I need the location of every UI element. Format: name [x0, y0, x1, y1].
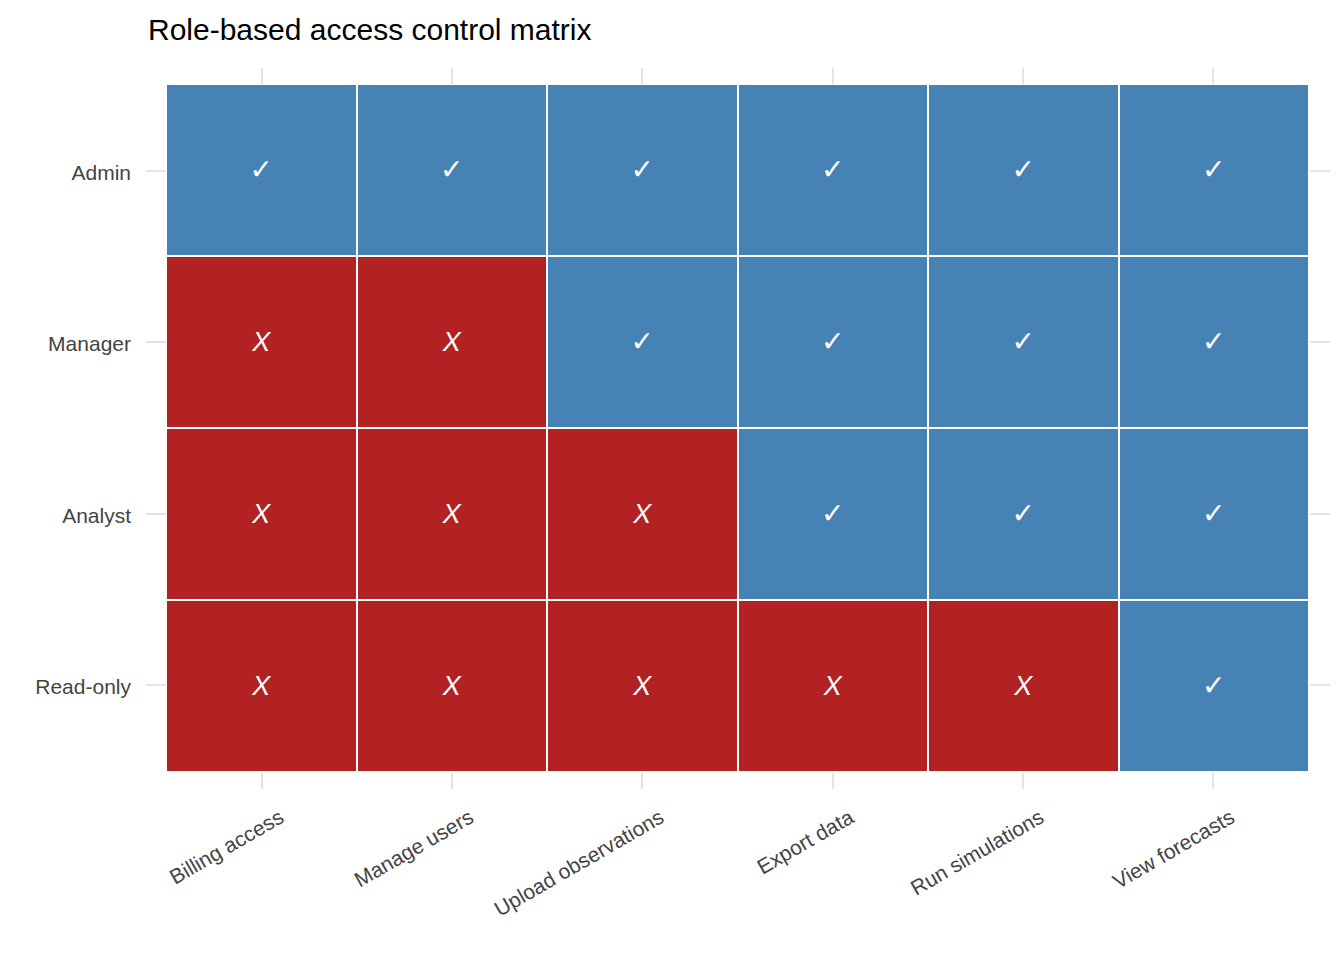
check-icon: ✓ — [1012, 156, 1035, 184]
x-icon: X — [633, 500, 651, 528]
matrix-cell-read-only-export-data: X — [739, 601, 928, 771]
grid-stub-top-upload-observations — [641, 68, 643, 84]
col-label-upload-observations: Upload observations — [490, 804, 669, 922]
x-icon: X — [633, 672, 651, 700]
check-icon: ✓ — [1202, 672, 1225, 700]
x-icon: X — [1014, 672, 1032, 700]
row-label-read-only: Read-only — [0, 674, 131, 700]
grid-stub-top-view-forecasts — [1212, 68, 1214, 84]
row-label-admin: Admin — [0, 160, 131, 186]
check-icon: ✓ — [631, 328, 654, 356]
col-label-run-simulations: Run simulations — [906, 804, 1048, 901]
grid-stub-left-analyst — [146, 513, 166, 515]
check-icon: ✓ — [821, 156, 844, 184]
check-icon: ✓ — [1012, 500, 1035, 528]
check-icon: ✓ — [821, 328, 844, 356]
x-icon: X — [252, 500, 270, 528]
matrix-cell-admin-billing-access: ✓ — [167, 85, 356, 255]
check-icon: ✓ — [631, 156, 654, 184]
matrix-cell-analyst-export-data: ✓ — [739, 429, 928, 599]
grid-stub-bottom-view-forecasts — [1212, 773, 1214, 789]
matrix-cell-analyst-view-forecasts: ✓ — [1120, 429, 1309, 599]
matrix-cell-analyst-billing-access: X — [167, 429, 356, 599]
check-icon: ✓ — [250, 156, 273, 184]
col-label-export-data: Export data — [753, 804, 859, 880]
check-icon: ✓ — [1202, 328, 1225, 356]
row-label-manager: Manager — [0, 331, 131, 357]
check-icon: ✓ — [440, 156, 463, 184]
row-label-analyst: Analyst — [0, 503, 131, 529]
grid-stub-top-run-simulations — [1022, 68, 1024, 84]
grid-stub-right-admin — [1310, 170, 1330, 172]
matrix-cell-read-only-run-simulations: X — [929, 601, 1118, 771]
matrix-cell-admin-manage-users: ✓ — [358, 85, 547, 255]
matrix-cell-analyst-run-simulations: ✓ — [929, 429, 1118, 599]
matrix-cell-read-only-view-forecasts: ✓ — [1120, 601, 1309, 771]
matrix-cell-analyst-upload-observations: X — [548, 429, 737, 599]
x-icon: X — [252, 672, 270, 700]
matrix-cell-manager-view-forecasts: ✓ — [1120, 257, 1309, 427]
x-icon: X — [443, 672, 461, 700]
grid-stub-right-analyst — [1310, 513, 1330, 515]
check-icon: ✓ — [1202, 156, 1225, 184]
chart-title: Role-based access control matrix — [148, 13, 592, 47]
col-label-manage-users: Manage users — [350, 804, 478, 893]
matrix-cell-manager-billing-access: X — [167, 257, 356, 427]
grid-stub-left-admin — [146, 170, 166, 172]
matrix-cell-admin-run-simulations: ✓ — [929, 85, 1118, 255]
matrix-cell-admin-view-forecasts: ✓ — [1120, 85, 1309, 255]
grid-stub-bottom-manage-users — [451, 773, 453, 789]
grid-stub-bottom-export-data — [832, 773, 834, 789]
grid-stub-top-manage-users — [451, 68, 453, 84]
grid-stub-top-export-data — [832, 68, 834, 84]
matrix-cell-read-only-billing-access: X — [167, 601, 356, 771]
matrix-cell-manager-upload-observations: ✓ — [548, 257, 737, 427]
matrix-cell-read-only-upload-observations: X — [548, 601, 737, 771]
x-icon: X — [443, 500, 461, 528]
matrix-cell-manager-export-data: ✓ — [739, 257, 928, 427]
x-icon: X — [443, 328, 461, 356]
grid-stub-right-manager — [1310, 341, 1330, 343]
matrix-cell-analyst-manage-users: X — [358, 429, 547, 599]
check-icon: ✓ — [821, 500, 844, 528]
matrix-cell-read-only-manage-users: X — [358, 601, 547, 771]
x-icon: X — [824, 672, 842, 700]
grid-stub-left-manager — [146, 341, 166, 343]
check-icon: ✓ — [1202, 500, 1225, 528]
grid-stub-bottom-run-simulations — [1022, 773, 1024, 789]
check-icon: ✓ — [1012, 328, 1035, 356]
matrix-cell-admin-upload-observations: ✓ — [548, 85, 737, 255]
rbac-heatmap-figure: Role-based access control matrix ✓ ✓ ✓ ✓ ✓ ✓ X… — [0, 0, 1344, 960]
grid-stub-left-read-only — [146, 684, 166, 686]
col-label-billing-access: Billing access — [165, 804, 288, 890]
x-icon: X — [252, 328, 270, 356]
matrix-cell-manager-manage-users: X — [358, 257, 547, 427]
col-label-view-forecasts: View forecasts — [1108, 804, 1239, 895]
grid-stub-top-billing-access — [261, 68, 263, 84]
matrix-cell-manager-run-simulations: ✓ — [929, 257, 1118, 427]
grid-stub-bottom-billing-access — [261, 773, 263, 789]
matrix-cell-admin-export-data: ✓ — [739, 85, 928, 255]
grid-stub-bottom-upload-observations — [641, 773, 643, 789]
heatmap-grid: ✓ ✓ ✓ ✓ ✓ ✓ X X ✓ ✓ ✓ ✓ X X X ✓ ✓ ✓ X X X X X ✓ — [167, 85, 1308, 771]
grid-stub-right-read-only — [1310, 684, 1330, 686]
